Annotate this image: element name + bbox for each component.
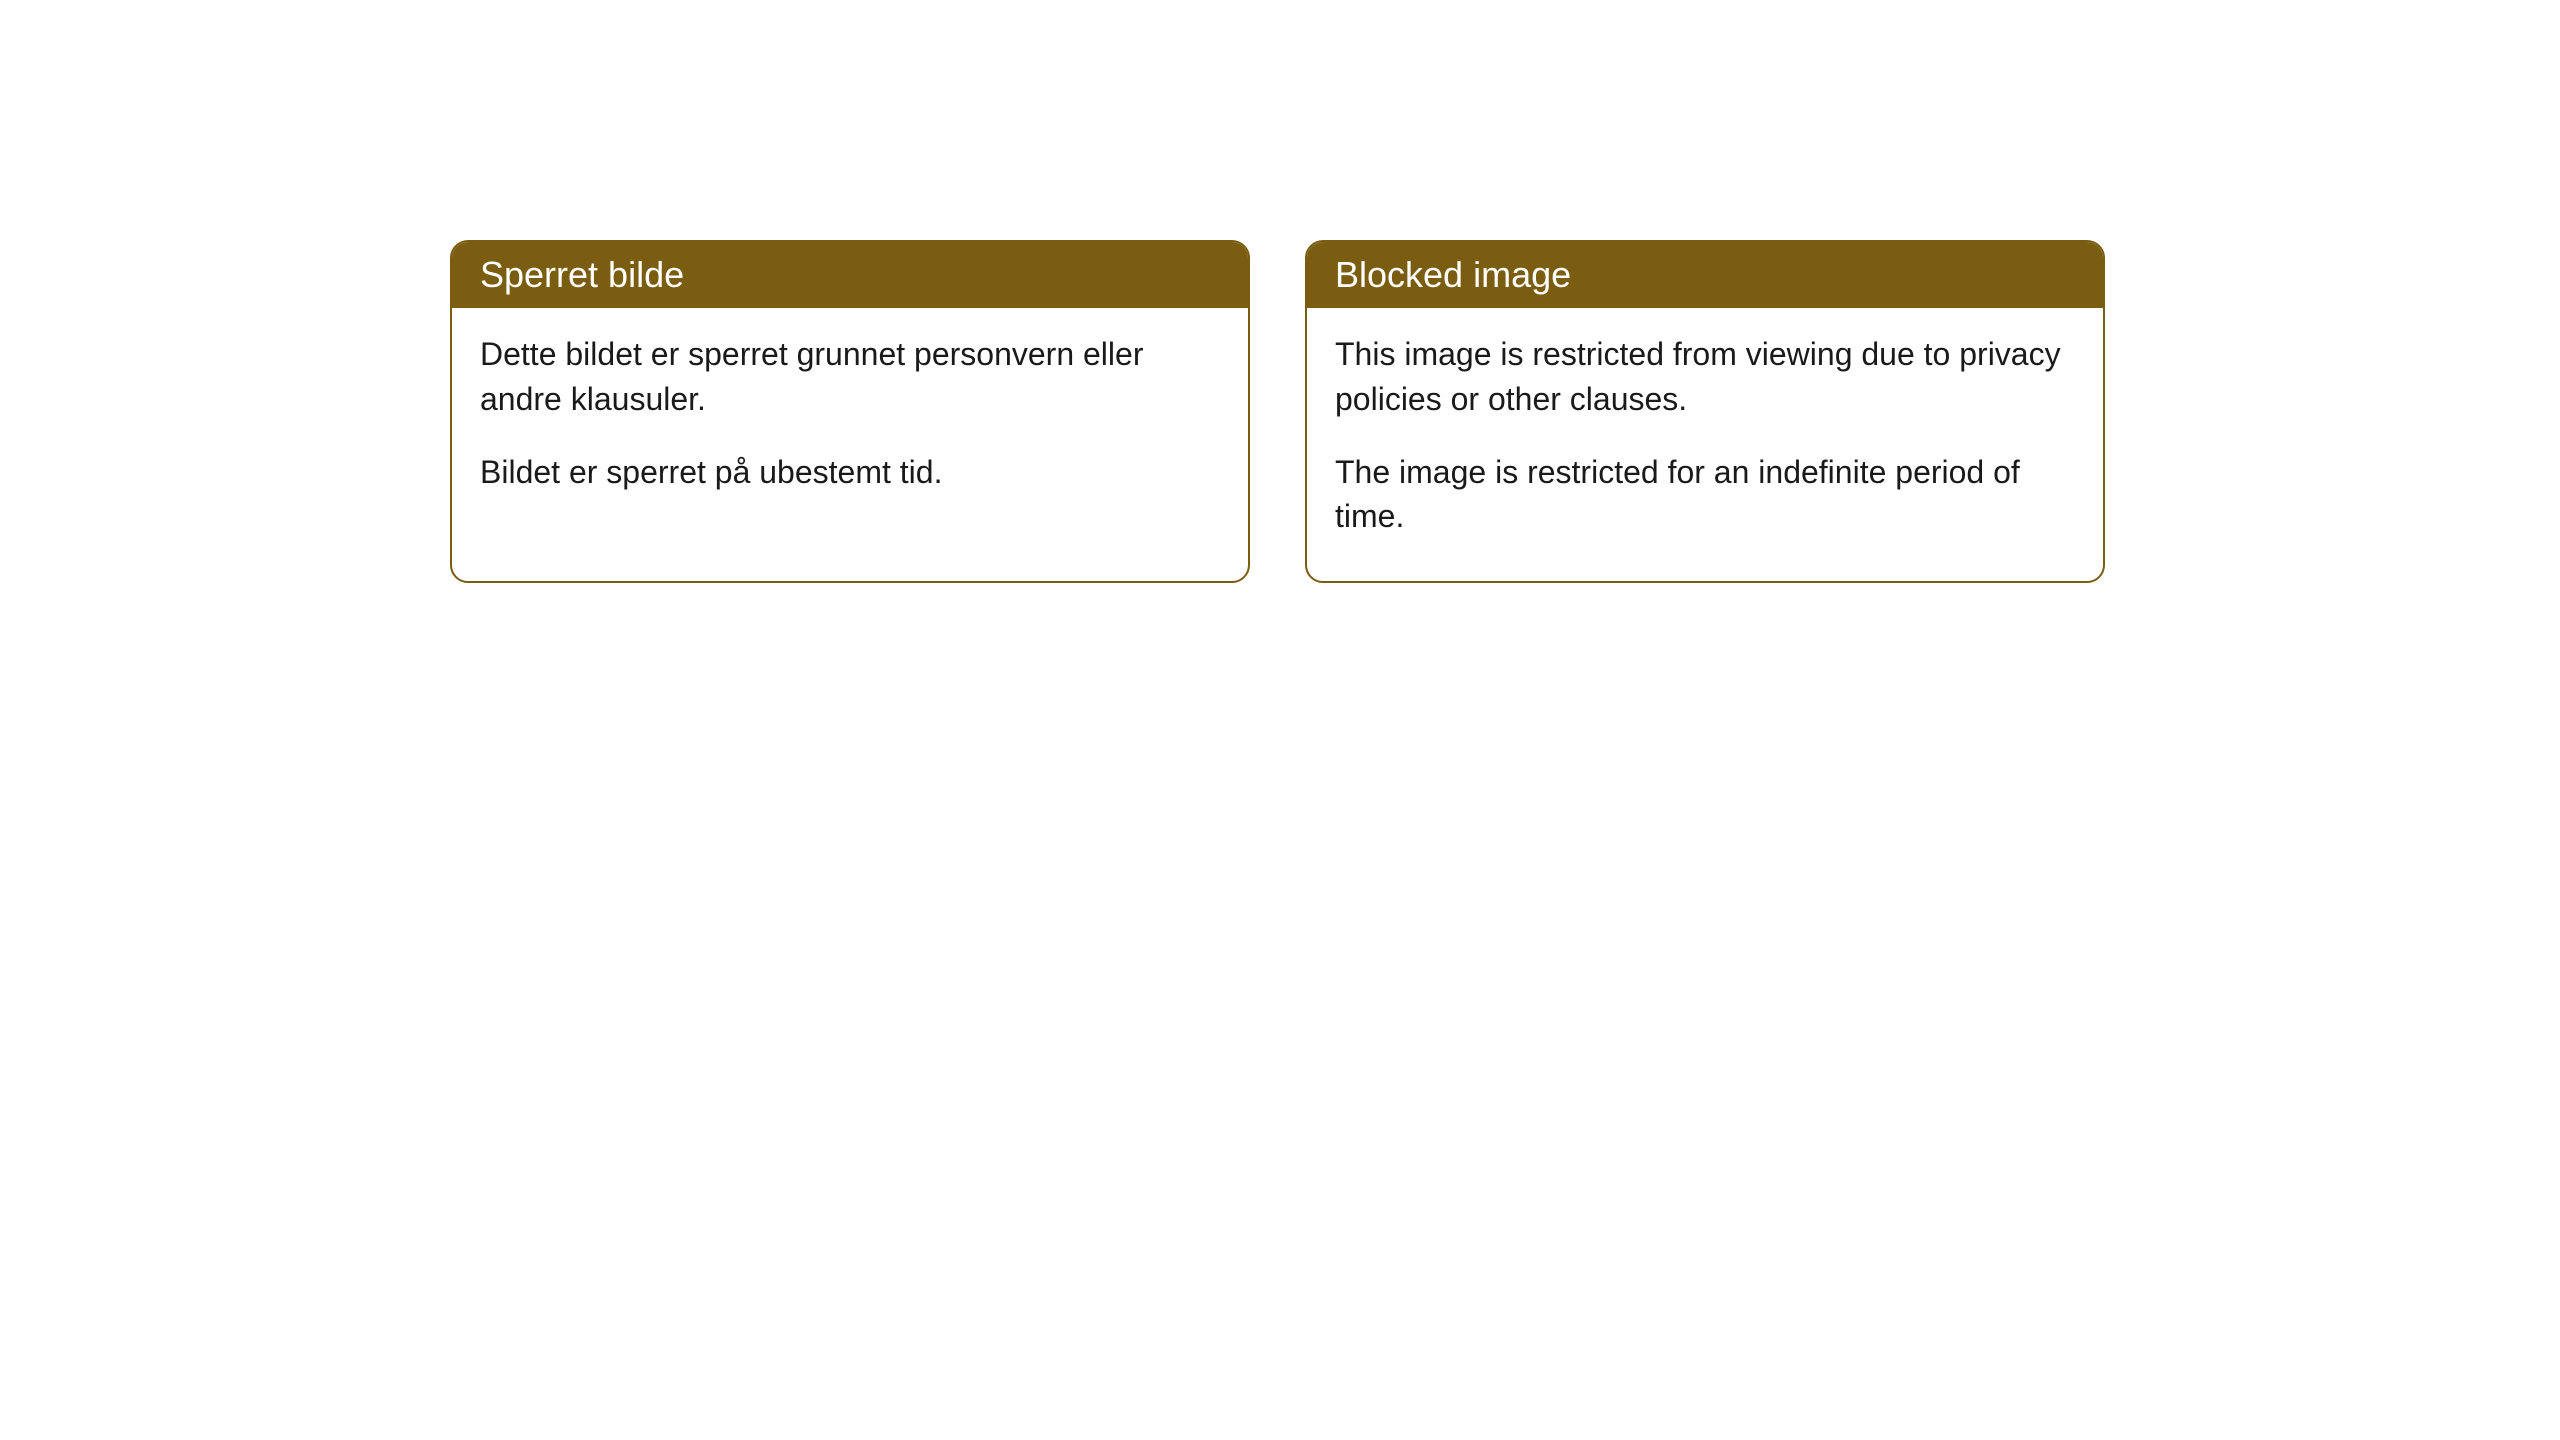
card-title: Sperret bilde bbox=[480, 254, 684, 295]
card-paragraph: Dette bildet er sperret grunnet personve… bbox=[480, 332, 1220, 422]
card-title: Blocked image bbox=[1335, 254, 1571, 295]
card-paragraph: Bildet er sperret på ubestemt tid. bbox=[480, 450, 1220, 495]
card-paragraph: The image is restricted for an indefinit… bbox=[1335, 450, 2075, 540]
card-paragraph: This image is restricted from viewing du… bbox=[1335, 332, 2075, 422]
card-header-english: Blocked image bbox=[1307, 242, 2103, 308]
blocked-image-card-english: Blocked image This image is restricted f… bbox=[1305, 240, 2105, 583]
card-header-norwegian: Sperret bilde bbox=[452, 242, 1248, 308]
card-body-english: This image is restricted from viewing du… bbox=[1307, 308, 2103, 581]
card-body-norwegian: Dette bildet er sperret grunnet personve… bbox=[452, 308, 1248, 536]
blocked-image-card-norwegian: Sperret bilde Dette bildet er sperret gr… bbox=[450, 240, 1250, 583]
notice-cards-container: Sperret bilde Dette bildet er sperret gr… bbox=[450, 240, 2105, 583]
